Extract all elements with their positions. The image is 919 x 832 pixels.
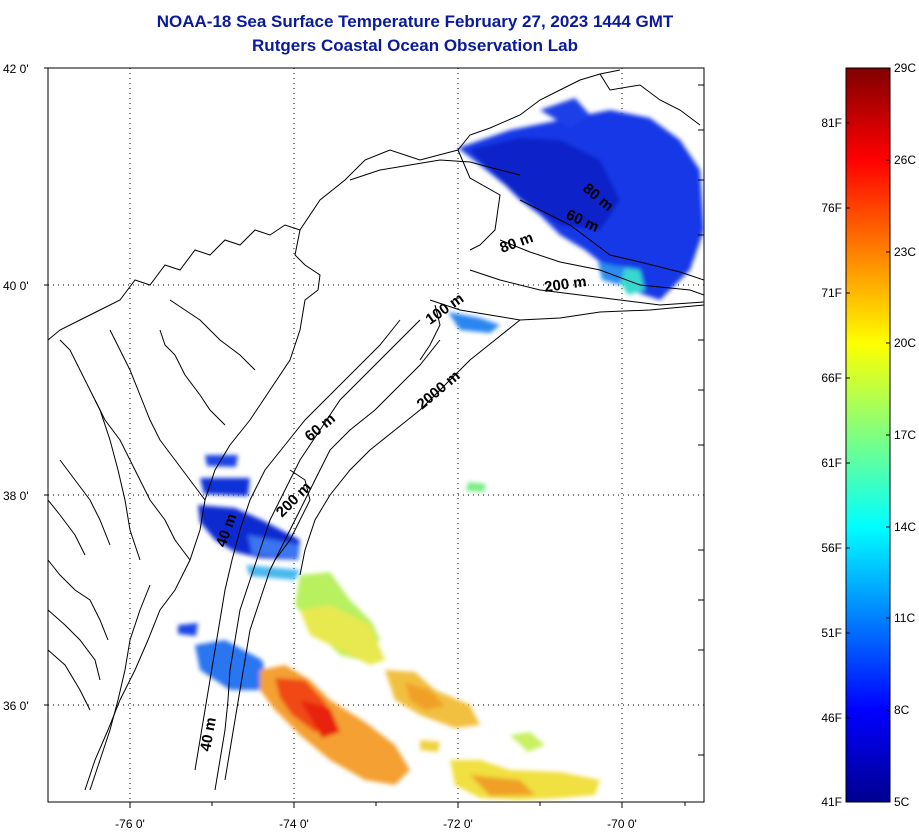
colorbar-gradient [845, 67, 891, 803]
latitude-labels: 42 0' 40 0' 38 0' 36 0' [3, 62, 29, 713]
lat-label: 42 0' [3, 62, 29, 76]
map-title: NOAA-18 Sea Surface Temperature February… [156, 12, 674, 31]
coastline-and-isobaths [48, 69, 704, 791]
longitude-labels: -76 0' -74 0' -72 0' -70 0' [115, 817, 637, 831]
fahrenheit-label: 56F [821, 541, 842, 555]
lon-label: -72 0' [443, 817, 473, 831]
celsius-label: 26C [894, 153, 916, 167]
fahrenheit-label: 71F [821, 286, 842, 300]
celsius-label: 14C [894, 520, 916, 534]
colorbar-fahrenheit-labels: 81F 76F 71F 66F 61F 56F 51F 46F 41F [821, 116, 842, 809]
fahrenheit-label: 41F [821, 795, 842, 809]
isobath-label: 200 m [543, 273, 587, 296]
fahrenheit-label: 76F [821, 201, 842, 215]
lon-label: -76 0' [115, 817, 145, 831]
celsius-label: 11C [894, 611, 915, 625]
lat-label: 38 0' [3, 489, 29, 503]
fahrenheit-label: 61F [821, 456, 842, 470]
celsius-label: 20C [894, 336, 916, 350]
celsius-label: 23C [894, 245, 916, 259]
celsius-label: 29C [894, 61, 916, 75]
lat-label: 40 0' [3, 279, 29, 293]
map-panel[interactable]: 80 m 60 m 80 m 200 m 100 m 2000 m 60 m 2… [3, 62, 705, 831]
lon-label: -74 0' [279, 817, 309, 831]
axis-ticks [44, 67, 704, 808]
fahrenheit-label: 46F [821, 711, 842, 725]
sst-data [178, 98, 704, 800]
isobath-label: 40 m [197, 716, 220, 753]
celsius-label: 8C [894, 703, 910, 717]
fahrenheit-label: 51F [821, 626, 842, 640]
lon-label: -70 0' [607, 817, 637, 831]
colorbar: 29C 26C 23C 20C 17C 14C 11C 8C 5C 81F 76… [821, 61, 916, 809]
lat-label: 36 0' [3, 699, 29, 713]
fahrenheit-label: 81F [821, 116, 842, 130]
celsius-label: 17C [894, 428, 916, 442]
fahrenheit-label: 66F [821, 371, 842, 385]
celsius-label: 5C [894, 795, 910, 809]
colorbar-celsius-labels: 29C 26C 23C 20C 17C 14C 11C 8C 5C [894, 61, 916, 809]
map-subtitle: Rutgers Coastal Ocean Observation Lab [252, 36, 578, 55]
